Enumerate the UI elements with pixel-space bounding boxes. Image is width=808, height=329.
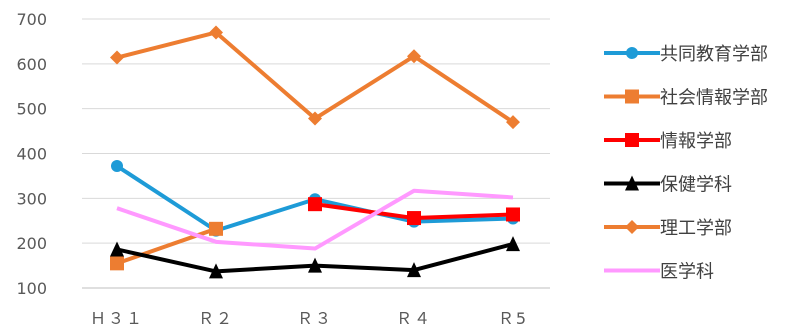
y-tick-label: 200 — [16, 234, 47, 253]
point-marker — [209, 25, 223, 40]
point-marker — [110, 241, 124, 257]
point-marker — [626, 47, 638, 59]
y-tick-label: 500 — [16, 100, 47, 119]
point-marker — [625, 220, 639, 234]
point-marker — [111, 160, 123, 173]
legend-label: 情報学部 — [660, 131, 732, 152]
y-axis: 100 200 300 400 500 600 700 — [16, 10, 47, 298]
legend-item: 共同教育学部 — [604, 44, 768, 65]
legend-item: 医学科 — [604, 262, 714, 283]
legend-label: 共同教育学部 — [660, 44, 768, 65]
point-marker — [506, 115, 520, 130]
legend-label: 保健学科 — [660, 175, 732, 196]
point-marker — [625, 175, 639, 191]
series-3 — [110, 236, 520, 279]
point-marker — [110, 256, 124, 271]
x-tick-label: Ｒ４ — [396, 309, 432, 328]
point-marker — [308, 197, 322, 212]
series-line — [116, 188, 514, 251]
y-tick-label: 400 — [16, 145, 47, 164]
y-tick-label: 100 — [16, 279, 47, 298]
legend-label: 社会情報学部 — [660, 88, 768, 109]
x-axis: Ｈ３１ Ｒ２ Ｒ３ Ｒ４ Ｒ5 — [90, 309, 528, 328]
y-tick-label: 600 — [16, 55, 47, 74]
x-tick-label: Ｒ5 — [498, 309, 528, 328]
series-1 — [110, 221, 223, 271]
legend-item: 理工学部 — [604, 218, 732, 239]
x-tick-label: Ｒ３ — [297, 309, 333, 328]
point-marker — [110, 50, 124, 65]
point-marker — [407, 262, 421, 278]
series-2 — [308, 197, 520, 226]
point-marker — [308, 257, 322, 273]
x-tick-label: Ｈ３１ — [90, 309, 144, 328]
series-5 — [116, 188, 514, 251]
point-marker — [308, 111, 322, 126]
legend-item: 社会情報学部 — [604, 88, 768, 109]
point-marker — [407, 49, 421, 64]
legend-item: 保健学科 — [604, 175, 732, 196]
point-marker — [506, 207, 520, 222]
y-tick-label: 300 — [16, 189, 47, 208]
x-tick-label: Ｒ２ — [198, 309, 234, 328]
series-line — [116, 226, 217, 266]
legend-item: 情報学部 — [604, 131, 732, 152]
point-marker — [209, 221, 223, 236]
point-marker — [625, 89, 639, 104]
legend-label: 理工学部 — [660, 218, 732, 239]
point-marker — [506, 236, 520, 252]
series-4 — [110, 25, 520, 130]
series-lines — [110, 25, 520, 279]
y-tick-label: 700 — [16, 10, 47, 29]
point-marker — [209, 263, 223, 279]
point-marker — [625, 133, 639, 147]
point-marker — [407, 211, 421, 226]
legend-label: 医学科 — [660, 262, 714, 283]
